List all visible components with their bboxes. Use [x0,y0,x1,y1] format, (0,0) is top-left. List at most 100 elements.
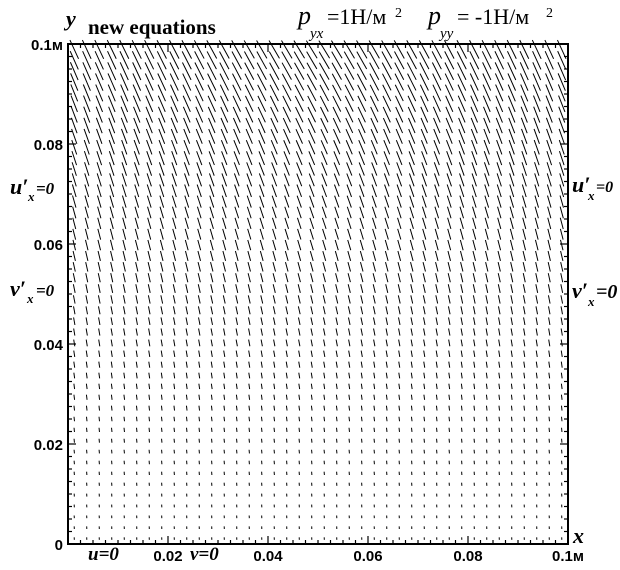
vector-arrow-697 [285,350,288,358]
vector-arrow-817 [285,317,289,325]
x-tick-label: 0.02 [153,548,182,565]
vector-arrow-1044 [122,250,126,262]
vector-arrow-1103 [359,239,364,251]
vector-arrow-1736 [269,62,280,80]
vector-arrow-1489 [183,128,191,144]
vector-arrow-1149 [434,228,439,240]
vector-arrow-1035 [510,261,514,272]
vector-arrow-945 [385,284,389,293]
vector-arrow-1171 [209,217,214,230]
vector-arrow-1160 [72,217,77,230]
vector-arrow-670 [448,361,451,368]
vector-arrow-619 [310,372,313,379]
vector-arrow-597 [535,383,538,390]
vector-arrow-1545 [382,117,391,134]
vector-arrow-1105 [384,239,389,251]
vector-arrow-1297 [284,184,290,198]
vector-arrow-1637 [532,95,541,113]
vector-arrow-758 [548,339,551,347]
vector-arrow-1778 [293,51,305,70]
vector-arrow-681 [85,350,88,358]
vector-arrow-1220 [321,206,327,219]
vector-arrow-575 [260,383,263,390]
vector-arrow-647 [160,361,163,368]
vector-arrow-1742 [344,62,355,80]
vector-arrow-999 [560,273,564,283]
vector-arrow-569 [185,383,188,390]
vector-arrow-646 [148,361,151,368]
vector-arrow-1751 [457,62,467,81]
vector-arrow-1769 [181,51,192,70]
vector-arrow-749 [435,339,438,347]
vector-arrow-608 [173,372,176,379]
vector-arrow-1092 [222,239,227,251]
vector-arrow-1053 [234,250,239,261]
vector-arrow-1270 [446,195,452,208]
vector-arrow-975 [260,273,264,283]
vector-arrow-1471 [458,139,465,155]
vector-arrow-1195 [509,217,514,230]
vector-arrow-1669 [432,84,442,102]
vector-arrow-1587 [407,106,416,123]
vector-arrow-509 [435,405,438,411]
vector-arrow-1532 [220,117,228,134]
vector-arrow-1583 [357,106,366,123]
vector-arrow-1029 [435,261,439,272]
vector-arrow-993 [485,273,489,283]
vector-arrow-1773 [231,51,242,70]
vector-arrow-1671 [457,84,466,102]
vector-arrow-677 [535,361,538,368]
vector-arrow-581 [335,383,338,390]
vector-arrow-1274 [496,195,502,208]
vector-arrow-1159 [559,228,564,240]
vector-arrow-1241 [84,195,89,208]
vector-arrow-1693 [232,73,242,91]
vector-arrow-959 [560,284,564,293]
vector-arrow-1571 [207,106,216,123]
vector-arrow-716 [523,350,526,358]
vector-arrow-523 [110,394,113,400]
vector-arrow-644 [123,361,126,368]
vector-arrow-600 [73,372,76,379]
vector-arrow-1568 [170,106,179,123]
vector-arrow-529 [185,394,188,400]
vector-arrow-1715 [507,73,517,91]
vector-arrow-1016 [272,262,277,272]
vector-arrow-664 [373,361,376,368]
vector-arrow-643 [110,361,113,368]
vector-arrow-1658 [294,84,304,102]
vector-arrow-466 [398,416,401,422]
vector-arrow-1621 [332,95,342,112]
vector-arrow-1510 [445,128,453,144]
vector-arrow-538 [298,394,301,400]
vector-arrow-721 [85,339,88,347]
vector-arrow-1630 [445,95,454,113]
vector-arrow-578 [298,383,301,390]
vector-arrow-1025 [385,262,389,272]
pyy-exponent: 2 [546,6,553,21]
vector-arrow-1173 [234,217,239,230]
vector-arrow-782 [348,328,351,336]
vector-arrow-1037 [535,261,539,272]
vector-arrow-1394 [496,162,503,176]
vector-arrow-1523 [108,117,116,134]
vector-arrow-822 [347,317,351,325]
vector-arrow-1712 [469,73,479,91]
vector-arrow-1805 [131,39,142,59]
vector-arrow-1615 [257,95,267,112]
vector-arrow-1114 [497,239,502,251]
vector-arrow-1011 [210,261,214,272]
vector-arrow-1404 [121,151,128,166]
vector-arrow-946 [397,284,401,293]
vector-arrow-1388 [421,162,428,176]
vector-arrow-1395 [509,162,515,176]
vector-arrow-844 [122,306,126,315]
vector-arrow-1632 [470,95,479,113]
vector-arrow-1121 [84,228,89,240]
vector-arrow-1723 [107,62,117,81]
vector-arrow-1364 [121,162,127,176]
vector-arrow-905 [385,295,389,304]
vector-arrow-1350 [446,173,452,187]
vector-arrow-1655 [257,84,267,102]
x-tick-label: 0.06 [353,548,382,565]
